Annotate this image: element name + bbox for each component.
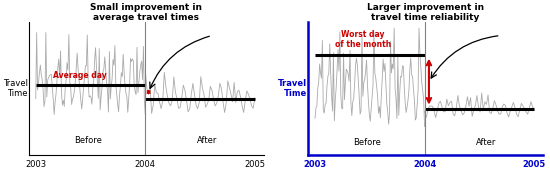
Title: Larger improvement in
travel time reliability: Larger improvement in travel time reliab…	[367, 3, 484, 22]
Y-axis label: Travel
Time: Travel Time	[278, 79, 307, 98]
Text: After: After	[197, 136, 217, 145]
Title: Small improvement in
average travel times: Small improvement in average travel time…	[90, 3, 202, 22]
Y-axis label: Travel
Time: Travel Time	[3, 79, 28, 98]
Text: After: After	[476, 138, 497, 147]
Text: Average day: Average day	[53, 71, 107, 80]
Text: Before: Before	[353, 138, 381, 147]
Text: Before: Before	[74, 136, 102, 145]
Text: Worst day
of the month: Worst day of the month	[335, 30, 392, 49]
